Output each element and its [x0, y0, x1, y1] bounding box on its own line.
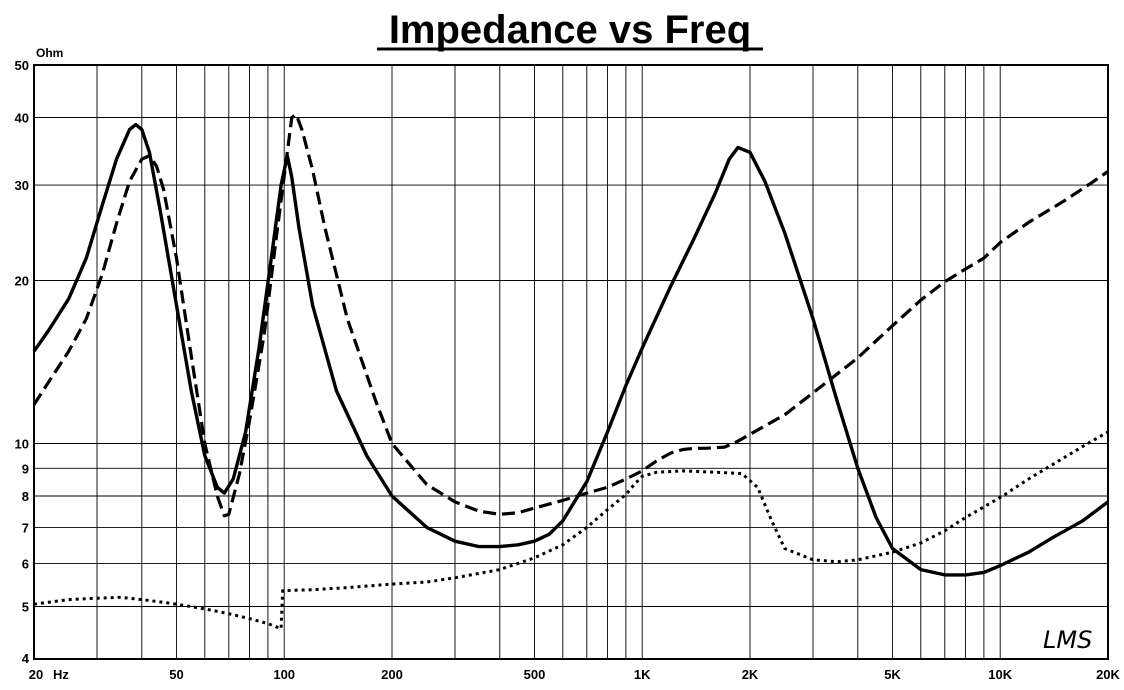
x-tick-label: 100 — [273, 667, 295, 682]
plot-frame — [33, 64, 1109, 660]
x-tick-label: 5K — [884, 667, 901, 682]
series-line-solid — [32, 122, 1110, 577]
y-tick-label: 9 — [22, 461, 29, 476]
y-tick-label: 20 — [15, 274, 29, 289]
x-tick-label: 10K — [988, 667, 1012, 682]
y-tick-label: 6 — [22, 557, 29, 572]
x-tick-label: 1K — [634, 667, 651, 682]
x-tick-label: 50 — [169, 667, 183, 682]
y-tick-label: 4 — [22, 651, 30, 666]
y-tick-label: 50 — [15, 58, 29, 73]
x-tick-label: 2K — [742, 667, 759, 682]
y-tick-label: 8 — [22, 489, 29, 504]
x-tick-label: 20 — [29, 667, 43, 682]
x-tick-label: 500 — [524, 667, 546, 682]
x-tick-label: 20K — [1096, 667, 1120, 682]
chart-title: Impedance vs Freq — [389, 8, 751, 52]
y-tick-label: 40 — [15, 111, 29, 126]
lms-watermark: LMS — [1043, 626, 1092, 654]
series-line-dashed — [32, 112, 1109, 518]
series-group — [32, 112, 1110, 631]
y-axis-unit-label: Ohm — [36, 46, 63, 60]
y-tick-label: 7 — [22, 520, 29, 535]
tick-labels: 20 50 100 200 500 1K 2K 5K 10K 20K 4 5 6 7 8 9 10 20 30 40 5… — [15, 58, 1121, 682]
y-tick-label: 30 — [15, 178, 29, 193]
y-tick-label: 10 — [15, 437, 29, 452]
series-line-dotted — [33, 430, 1109, 631]
grid — [34, 65, 1108, 659]
x-tick-label: 200 — [381, 667, 403, 682]
x-axis-unit-label: Hz — [53, 667, 69, 682]
y-tick-label: 5 — [22, 600, 29, 615]
